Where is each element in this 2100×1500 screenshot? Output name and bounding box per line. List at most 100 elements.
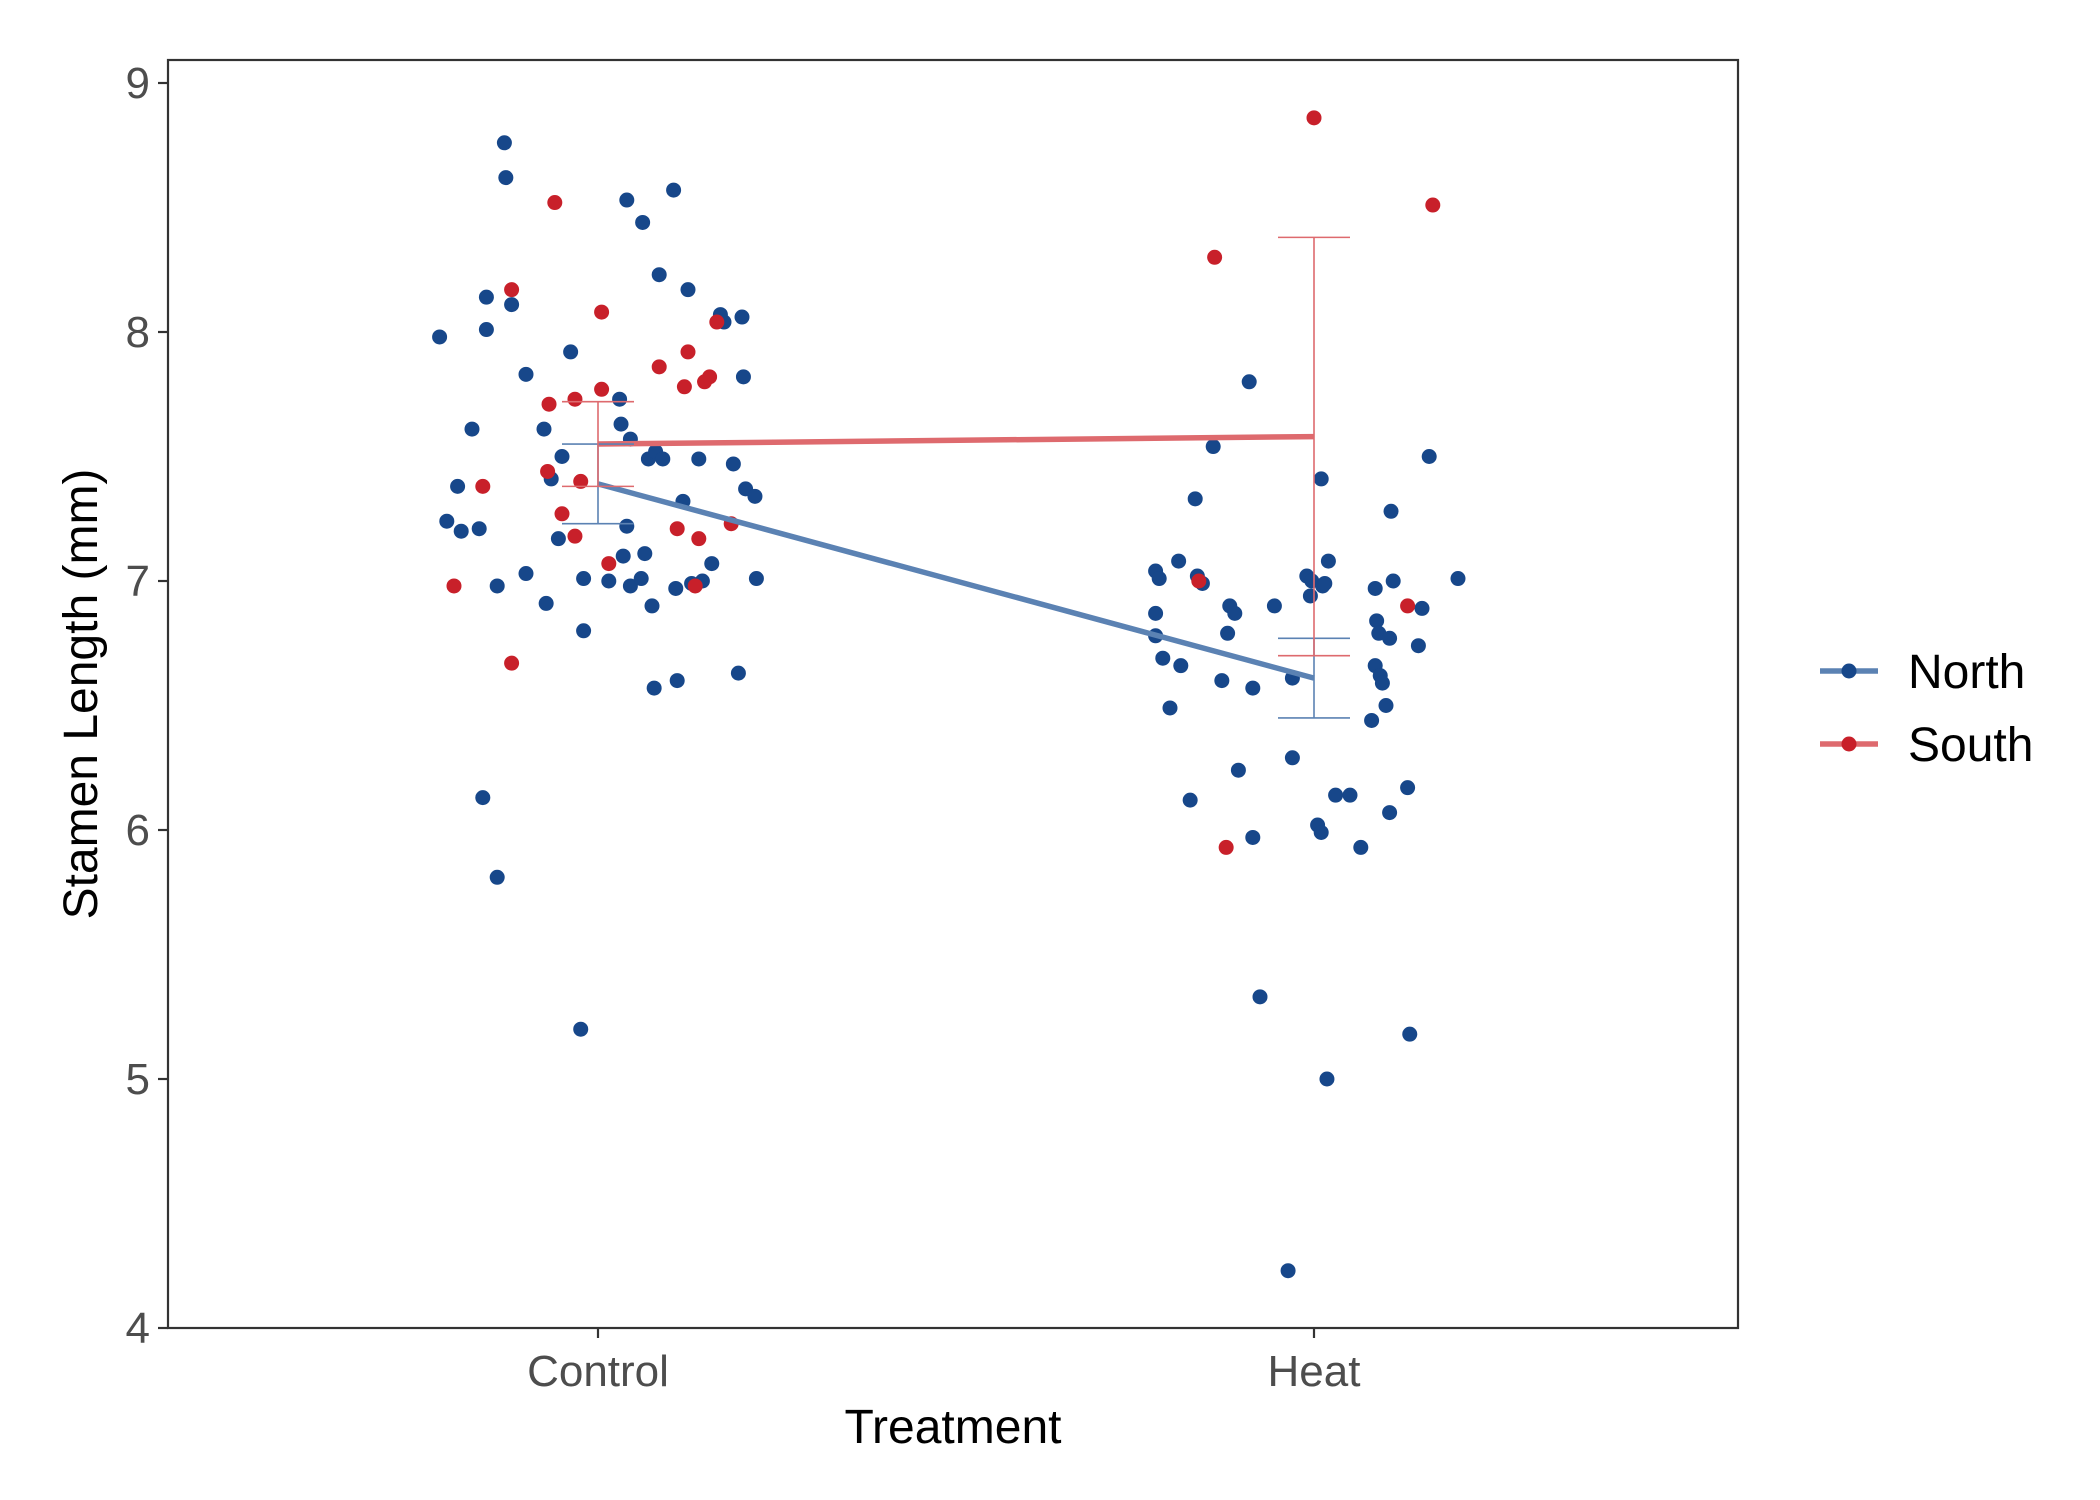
data-point-south bbox=[547, 195, 563, 211]
data-point-south bbox=[594, 381, 610, 397]
y-tick-label: 8 bbox=[126, 308, 150, 357]
data-point-north bbox=[1410, 638, 1426, 654]
y-tick-label: 9 bbox=[126, 59, 150, 108]
y-tick-label: 7 bbox=[126, 557, 150, 606]
data-point-north bbox=[563, 344, 579, 360]
data-point-north bbox=[704, 556, 720, 572]
x-axis-title: Treatment bbox=[845, 1401, 1062, 1454]
data-point-north bbox=[1252, 989, 1268, 1005]
data-point-north bbox=[475, 790, 491, 806]
data-point-north bbox=[1450, 571, 1466, 587]
data-point-north bbox=[1148, 605, 1164, 621]
data-point-north bbox=[748, 571, 764, 587]
data-point-north bbox=[489, 578, 505, 594]
data-point-south bbox=[1218, 839, 1234, 855]
error-bars-layer bbox=[562, 236, 1350, 719]
data-point-north bbox=[691, 451, 707, 467]
data-point-south bbox=[702, 369, 718, 385]
data-point-north bbox=[1280, 1263, 1296, 1279]
mean-line-north bbox=[597, 481, 1315, 681]
data-point-south bbox=[504, 282, 520, 298]
data-point-north bbox=[550, 531, 566, 547]
data-point-north bbox=[1421, 449, 1437, 464]
plot-panel-border bbox=[166, 58, 1740, 1330]
data-point-south bbox=[540, 463, 556, 479]
data-point-north bbox=[1313, 471, 1329, 487]
data-point-north bbox=[747, 488, 763, 504]
data-point-south bbox=[475, 478, 491, 494]
data-point-north bbox=[1374, 675, 1390, 691]
legend-key-point-south bbox=[1841, 736, 1857, 752]
data-point-north bbox=[1367, 580, 1383, 596]
data-point-north bbox=[1220, 625, 1236, 641]
data-point-north bbox=[538, 595, 554, 611]
data-point-south bbox=[567, 391, 583, 407]
data-point-north bbox=[644, 598, 660, 614]
data-point-south bbox=[1207, 249, 1223, 265]
mean-lines-layer bbox=[597, 433, 1315, 681]
legend-key-point-north bbox=[1841, 663, 1857, 679]
data-point-north bbox=[725, 456, 741, 472]
data-point-north bbox=[1245, 829, 1261, 845]
data-point-north bbox=[730, 665, 746, 681]
data-point-north bbox=[1187, 491, 1203, 507]
data-point-north bbox=[1385, 573, 1401, 589]
data-point-north bbox=[655, 451, 671, 467]
data-point-north bbox=[1302, 588, 1318, 604]
data-point-north bbox=[1364, 712, 1380, 728]
data-point-north bbox=[619, 518, 635, 534]
data-point-north bbox=[1317, 575, 1333, 591]
data-point-north bbox=[498, 170, 514, 186]
data-point-north bbox=[1173, 658, 1189, 674]
data-point-north bbox=[439, 513, 455, 529]
data-point-north bbox=[1171, 553, 1187, 569]
legend: North South bbox=[1820, 646, 2033, 772]
legend-label-south: South bbox=[1908, 719, 2033, 772]
data-point-south bbox=[446, 578, 462, 594]
y-tick-label: 4 bbox=[126, 1304, 150, 1353]
data-point-north bbox=[1378, 698, 1394, 713]
data-point-north bbox=[619, 192, 635, 208]
y-tick-label: 5 bbox=[126, 1055, 150, 1104]
data-point-north bbox=[536, 421, 552, 437]
data-point-south bbox=[709, 314, 725, 330]
data-point-north bbox=[504, 297, 520, 313]
mean-line-south bbox=[597, 433, 1315, 447]
x-tick-label: Heat bbox=[1268, 1347, 1361, 1396]
data-point-north bbox=[573, 1021, 589, 1037]
data-point-north bbox=[576, 571, 592, 587]
data-point-south bbox=[504, 655, 520, 671]
data-point-north bbox=[518, 566, 534, 582]
data-point-north bbox=[1230, 762, 1246, 778]
y-axis-title: Stamen Length (mm) bbox=[55, 469, 108, 920]
data-point-north bbox=[1205, 439, 1221, 455]
data-point-north bbox=[680, 282, 696, 298]
data-point-north bbox=[1369, 613, 1385, 629]
data-point-south bbox=[554, 506, 570, 522]
y-tick-label: 6 bbox=[126, 806, 150, 855]
x-axis: Control Heat bbox=[527, 1328, 1360, 1396]
data-point-north bbox=[1342, 787, 1358, 803]
data-point-north bbox=[669, 673, 685, 689]
data-point-north bbox=[637, 546, 653, 562]
data-point-north bbox=[450, 478, 466, 494]
data-point-north bbox=[1245, 680, 1261, 696]
data-point-south bbox=[651, 359, 667, 375]
data-point-north bbox=[1313, 824, 1329, 840]
data-point-south bbox=[687, 578, 703, 594]
data-point-north bbox=[1382, 630, 1398, 646]
data-point-south bbox=[601, 556, 617, 572]
legend-label-north: North bbox=[1908, 646, 2025, 699]
points-layer bbox=[432, 110, 1466, 1279]
data-point-south bbox=[669, 521, 685, 537]
data-point-north bbox=[1400, 780, 1416, 796]
data-point-north bbox=[734, 309, 750, 325]
data-point-north bbox=[1182, 792, 1198, 808]
data-point-north bbox=[518, 366, 534, 382]
data-point-north bbox=[453, 523, 469, 539]
data-point-north bbox=[489, 869, 505, 885]
data-point-north bbox=[1162, 700, 1178, 716]
data-point-north bbox=[496, 135, 512, 151]
data-point-north bbox=[464, 421, 480, 437]
data-point-north bbox=[735, 369, 751, 385]
